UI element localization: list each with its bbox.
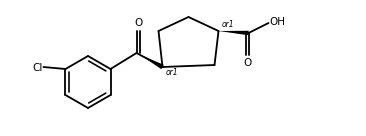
Text: OH: OH [269, 17, 285, 27]
Text: or1: or1 [165, 68, 178, 77]
Polygon shape [219, 31, 249, 35]
Text: or1: or1 [221, 20, 234, 29]
Polygon shape [141, 55, 164, 69]
Text: O: O [243, 58, 251, 68]
Text: O: O [134, 18, 142, 28]
Text: Cl: Cl [32, 63, 42, 73]
